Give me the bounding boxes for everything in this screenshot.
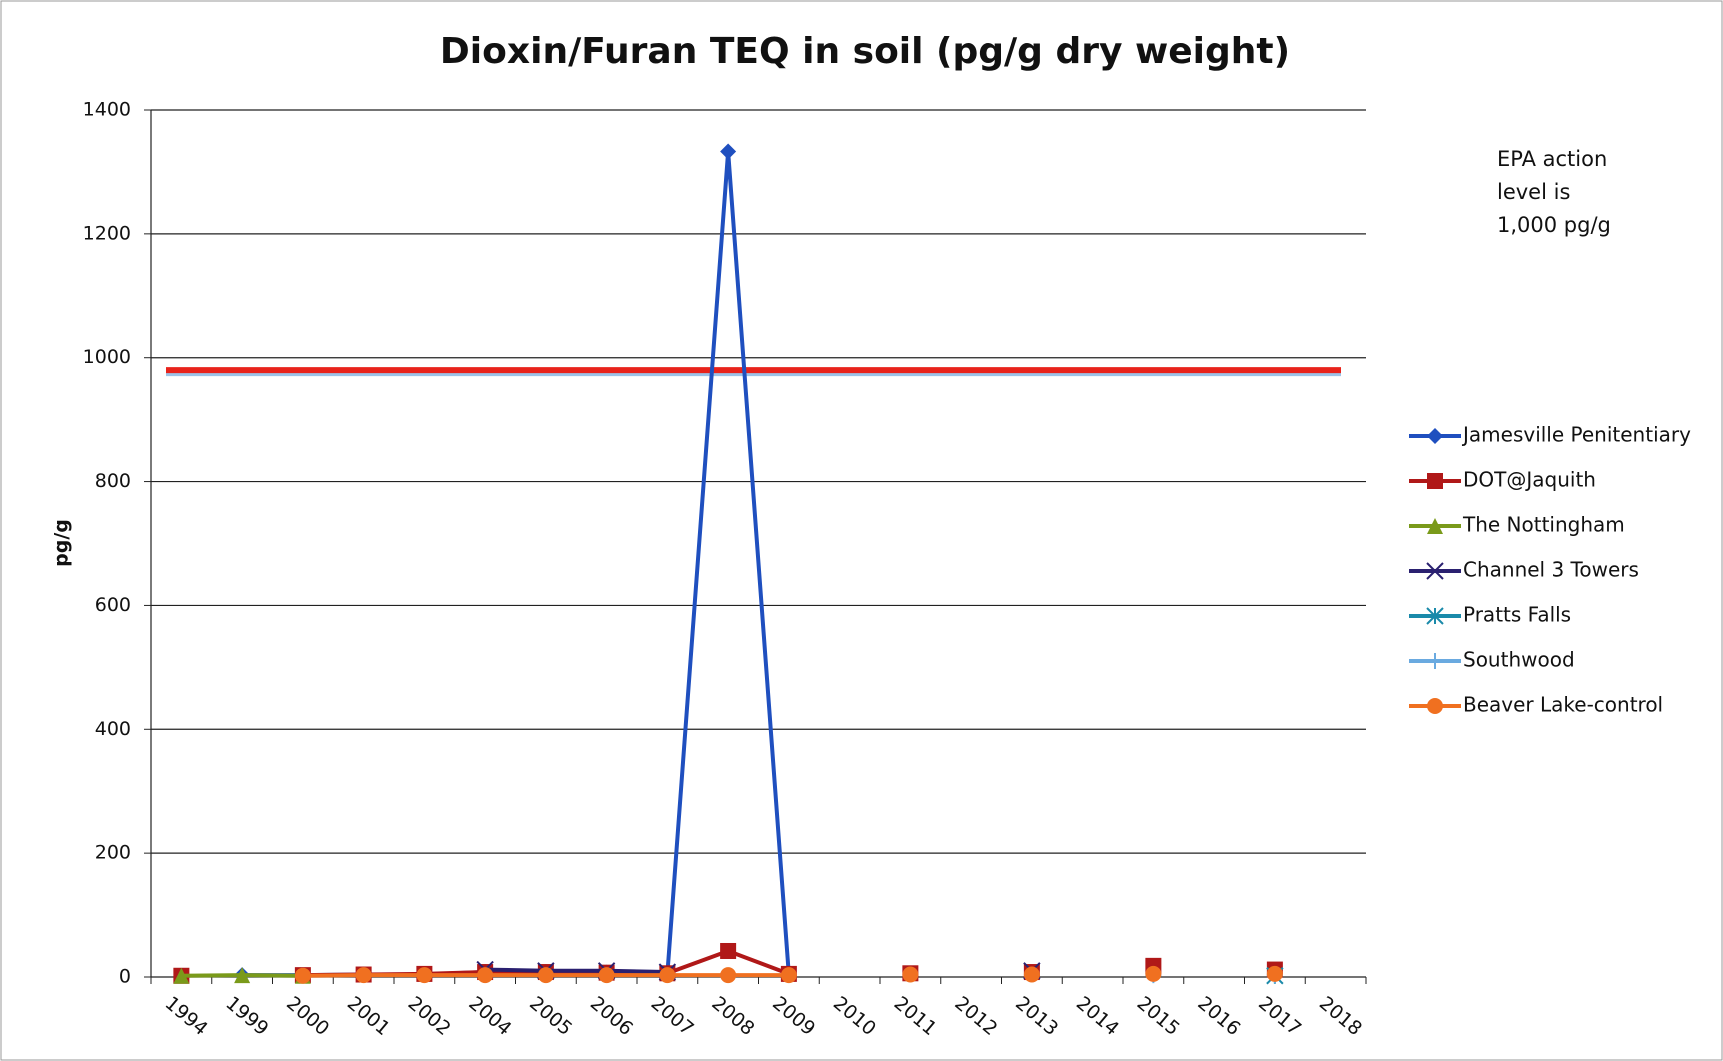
marker: [355, 967, 372, 984]
marker: [234, 967, 251, 984]
marker: [780, 967, 797, 984]
y-tick-label: 1400: [83, 99, 131, 121]
y-tick-label: 0: [119, 966, 131, 988]
marker: [173, 967, 190, 984]
legend-label: The Nottingham: [1462, 513, 1625, 537]
marker: [416, 967, 433, 984]
annotation: EPA action: [1497, 147, 1607, 171]
annotation: level is: [1497, 180, 1570, 204]
marker: [1427, 473, 1443, 489]
y-tick-label: 600: [95, 594, 131, 616]
marker: [1427, 698, 1443, 714]
marker: [1145, 965, 1162, 982]
legend-label: DOT@Jaquith: [1463, 468, 1596, 492]
y-tick-label: 800: [95, 470, 131, 492]
marker: [902, 966, 919, 983]
marker: [1266, 965, 1283, 982]
marker: [720, 967, 737, 984]
marker: [537, 967, 554, 984]
marker: [1427, 428, 1443, 444]
marker: [1426, 607, 1444, 625]
marker: [720, 143, 737, 160]
legend-label: Southwood: [1463, 648, 1575, 672]
marker: [659, 967, 676, 984]
legend-label: Jamesville Penitentiary: [1461, 423, 1691, 447]
y-tick-label: 200: [95, 842, 131, 864]
y-tick-label: 1200: [83, 222, 131, 244]
marker: [598, 967, 615, 984]
marker: [720, 942, 737, 959]
y-tick-label: 1000: [83, 346, 131, 368]
annotation: 1,000 pg/g: [1497, 213, 1611, 237]
legend-label: Channel 3 Towers: [1463, 558, 1639, 582]
marker: [294, 967, 311, 984]
legend-label: Beaver Lake-control: [1463, 693, 1663, 717]
y-tick-label: 400: [95, 718, 131, 740]
marker: [477, 967, 494, 984]
legend-label: Pratts Falls: [1463, 603, 1571, 627]
marker: [1427, 518, 1443, 534]
chart-title: Dioxin/Furan TEQ in soil (pg/g dry weigh…: [440, 31, 1290, 72]
marker: [1426, 562, 1444, 580]
y-axis-label: pg/g: [51, 519, 73, 567]
marker: [1023, 966, 1040, 983]
marker: [1427, 653, 1443, 669]
